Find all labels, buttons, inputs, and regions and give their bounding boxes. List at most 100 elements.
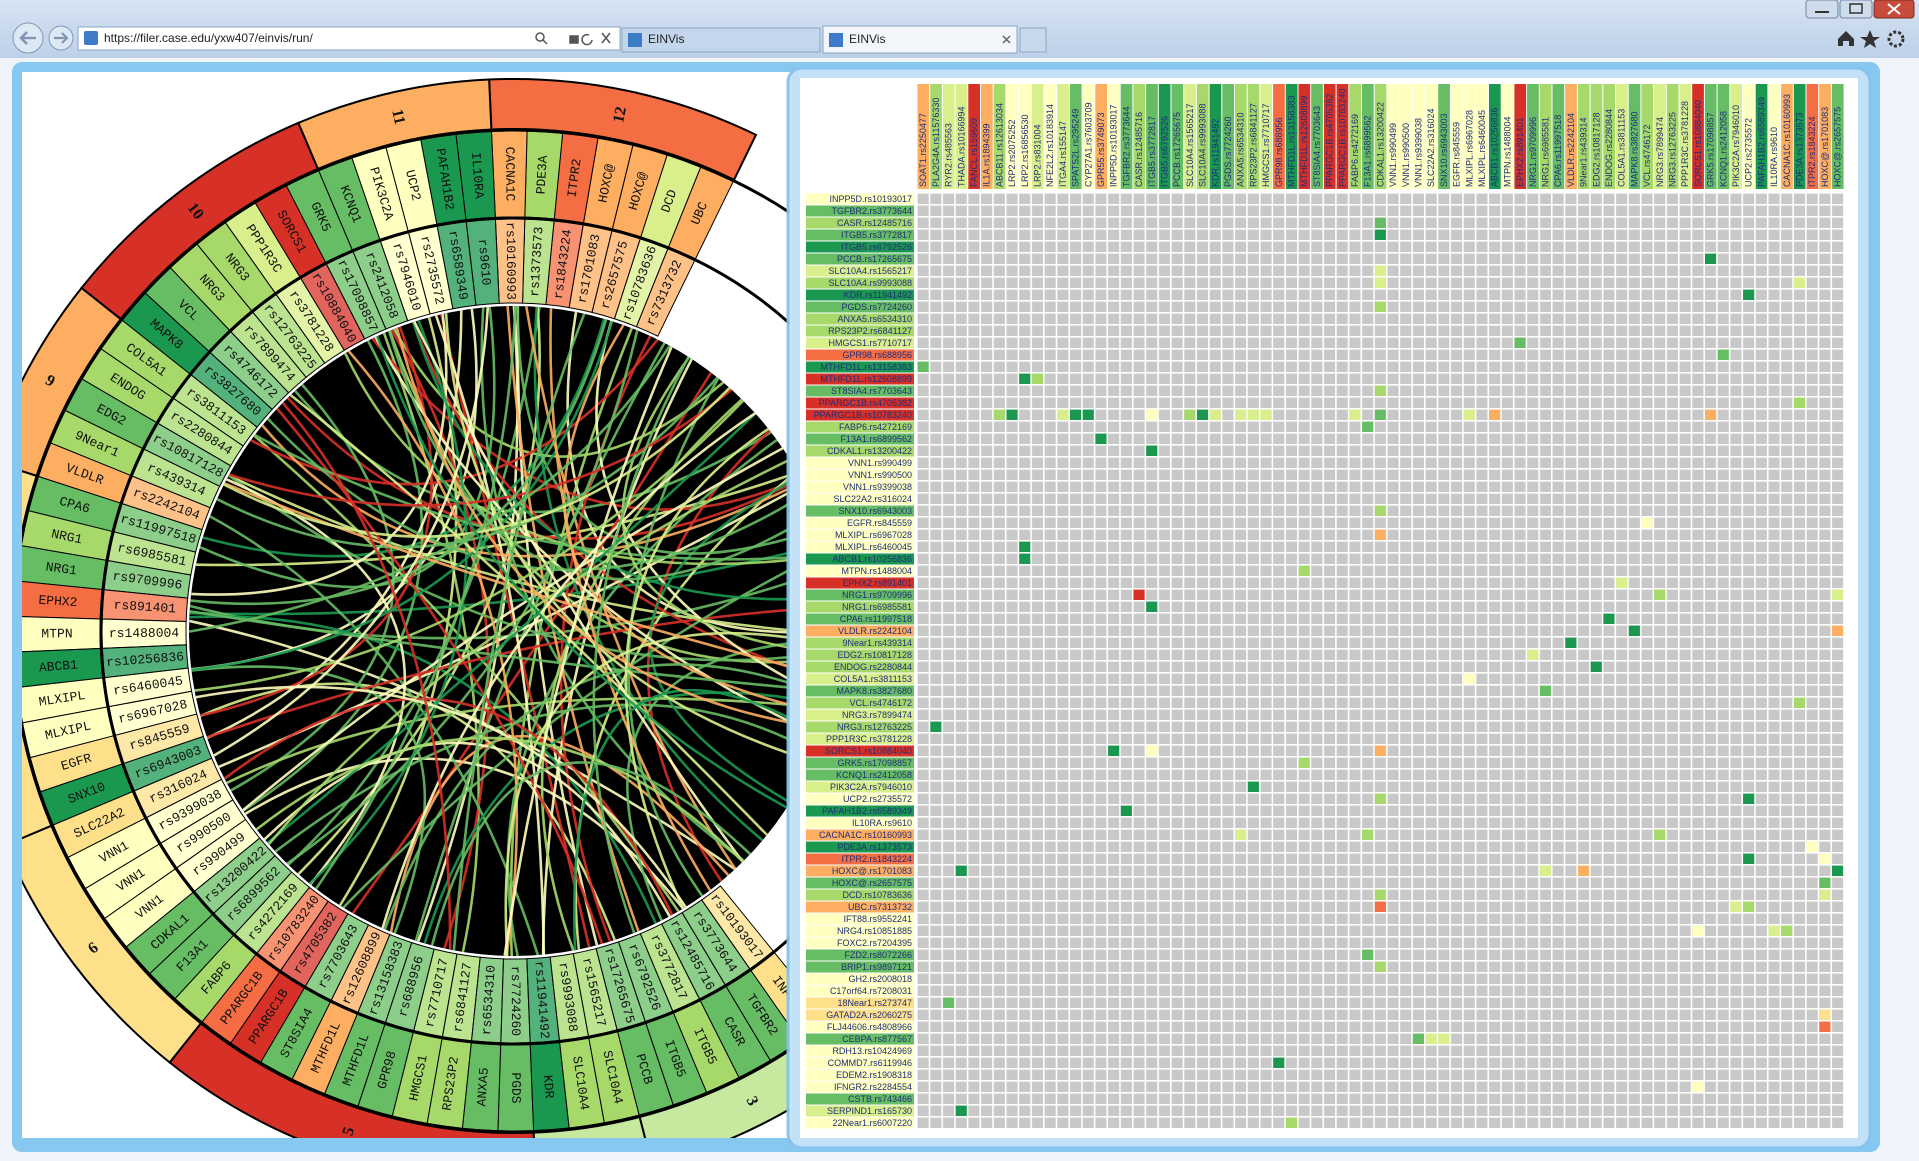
column-label: MTPN.rs1488004: [1502, 116, 1512, 187]
row-label: SLC10A4.rs1565217: [828, 266, 912, 276]
heatmap-cell: [955, 865, 967, 876]
row-label: VLDLR.rs2242104: [838, 626, 912, 636]
row-label-bg: [806, 457, 914, 469]
row-label-bg: [806, 613, 914, 625]
heatmap-cell: [1819, 889, 1831, 900]
heatmap-cell: [1362, 949, 1374, 960]
column-label: SOAT1.rs2250477: [918, 113, 928, 187]
snp-label: rs1373573: [527, 226, 546, 297]
heatmap-cell: [1793, 697, 1805, 708]
column-label: VCL.rs4746172: [1642, 124, 1652, 187]
row-label-bg: [806, 421, 914, 433]
row-label: COL5A1.rs3811153: [834, 674, 912, 684]
gene-label: RPS23P2: [439, 1056, 461, 1112]
column-label-bg: [993, 84, 1006, 189]
column-label: GPR55.rs3749073: [1096, 112, 1106, 187]
row-label-bg: [806, 793, 914, 805]
tab[interactable]: [621, 27, 821, 53]
refresh-icon[interactable]: [581, 33, 593, 46]
column-label-bg: [1539, 84, 1552, 189]
column-label-bg: [1019, 84, 1031, 189]
row-label-bg: [806, 445, 914, 457]
heatmap-cell: [1832, 625, 1844, 636]
column-label: NRG3.rs12763225: [1668, 112, 1678, 187]
row-label-bg: [806, 241, 914, 253]
column-label-bg: [1285, 84, 1298, 189]
column-label: IL1A.rs1894399: [982, 123, 992, 187]
window-controls: [1805, 0, 1915, 19]
column-label: MTHFD1L.rs13158383: [1287, 95, 1297, 187]
row-label-bg: [806, 1045, 914, 1057]
search-icon[interactable]: [535, 32, 545, 42]
heatmap-cell: [1743, 793, 1755, 804]
gene-label: MLXIPL: [38, 688, 87, 710]
row-label: MTHFD1L.rs13158383: [820, 362, 912, 372]
favorites-icon[interactable]: [1860, 30, 1880, 48]
row-label-bg: [806, 217, 914, 229]
row-label-bg: [806, 673, 914, 685]
column-label: VNN1.rs990500: [1401, 123, 1411, 187]
maximize-button[interactable]: [1839, 0, 1873, 19]
row-label: EPHX2.rs891401: [842, 578, 912, 588]
row-label: ABCB1.rs10256836: [832, 554, 912, 564]
column-label-bg: [917, 84, 930, 189]
snp-label: rs11941492: [531, 960, 552, 1039]
stop-icon[interactable]: [601, 32, 611, 44]
snp-label: rs6534310: [479, 965, 499, 1036]
row-label: MTPN.rs1488004: [841, 566, 912, 576]
row-label-bg: [806, 481, 914, 493]
column-label: MTHFD1L.rs12608899: [1299, 95, 1309, 187]
column-label-bg: [1120, 84, 1133, 189]
minimize-button[interactable]: [1805, 0, 1839, 19]
row-label: VNN1.rs990499: [848, 458, 912, 468]
heatmap-cell: [1285, 1117, 1297, 1128]
chord: [226, 478, 406, 886]
chord: [624, 427, 770, 910]
chord: [381, 412, 756, 929]
home-icon[interactable]: [1838, 31, 1854, 46]
column-label-bg: [1425, 84, 1438, 189]
column-label: PPARGC1B.rs4705382: [1325, 94, 1335, 187]
heatmap-cell: [1832, 865, 1844, 876]
heatmap-cell: [1743, 853, 1755, 864]
row-label-bg: [806, 949, 914, 961]
column-label-bg: [981, 84, 993, 189]
row-label: RDH13.rs10424969: [832, 1046, 912, 1056]
column-label: NRG1.rs9709996: [1528, 117, 1538, 187]
lock-icon: [569, 35, 579, 44]
row-label: GPR98.rs688956: [842, 350, 912, 360]
heatmap-cell: [1654, 829, 1666, 840]
heatmap-cell: [1374, 385, 1386, 396]
column-label-bg: [1628, 84, 1641, 189]
row-label-bg: [806, 745, 914, 757]
tab-active[interactable]: [822, 25, 1018, 54]
row-label: FOXC2.rs7204395: [837, 938, 912, 948]
gene-label: PGDS: [508, 1072, 523, 1103]
chord: [189, 609, 790, 693]
new-tab[interactable]: [1019, 27, 1047, 53]
heatmap-cell: [1349, 409, 1361, 420]
chord: [194, 399, 745, 692]
heatmap-cell: [1235, 829, 1247, 840]
row-label-bg: [806, 913, 914, 925]
address-bar[interactable]: [77, 26, 621, 51]
row-label: C17orf64.rs7208031: [830, 986, 912, 996]
chord: [627, 377, 720, 897]
row-label: HMGCS1.rs7710717: [828, 338, 912, 348]
chord: [390, 329, 490, 949]
row-label-bg: [806, 325, 914, 337]
row-label: CACNA1C.rs10160993: [819, 830, 912, 840]
tab-close[interactable]: [1002, 35, 1011, 44]
browser-tools: [1838, 30, 1905, 48]
chord: [191, 313, 448, 596]
column-label-bg: [1641, 84, 1654, 189]
row-label: NRG1.rs6985581: [842, 602, 912, 612]
settings-icon[interactable]: [1887, 30, 1905, 48]
chord: [223, 482, 790, 680]
heatmap-cell: [1146, 745, 1158, 756]
row-label: MLXIPL.rs6460045: [835, 542, 912, 552]
column-label-bg: [1298, 84, 1311, 189]
row-label: BRIP1.rs9897121: [841, 962, 912, 972]
column-label-bg: [1196, 84, 1209, 189]
column-label: CPA6.rs11997518: [1553, 115, 1563, 187]
